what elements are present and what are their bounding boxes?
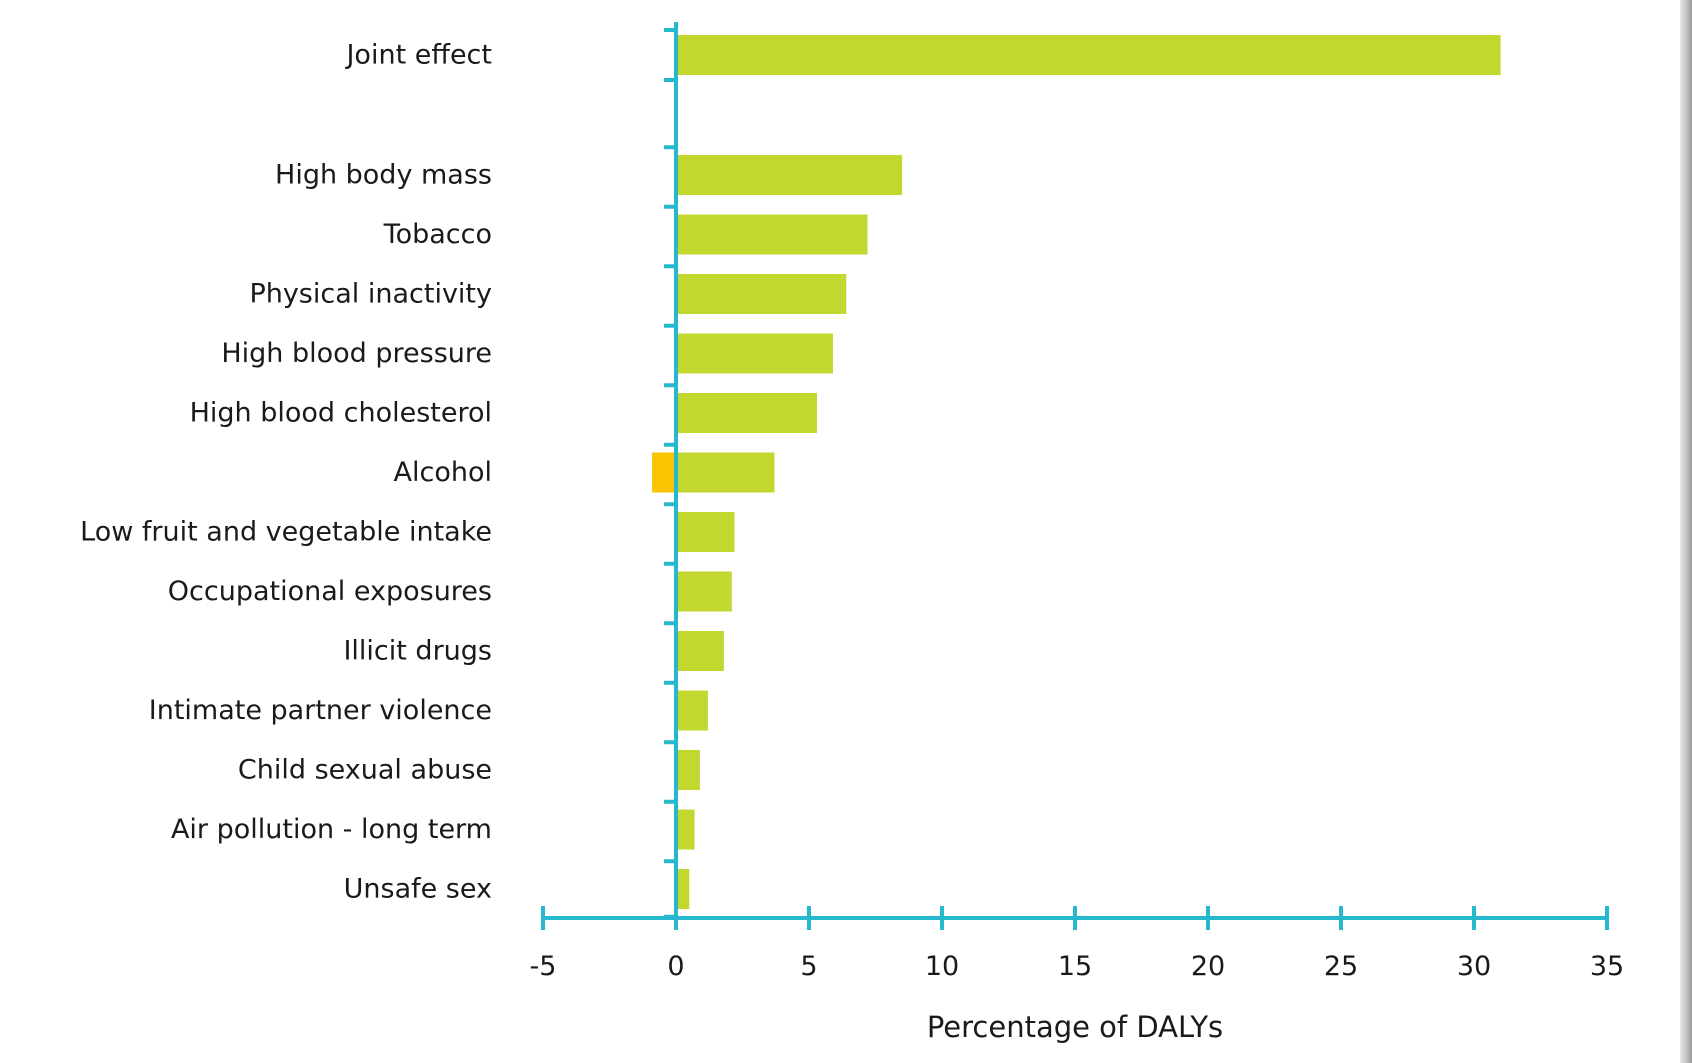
negative-bars-group (652, 452, 674, 493)
bar-9 (676, 631, 724, 671)
bar-4 (676, 333, 833, 374)
category-label-10: Intimate partner violence (149, 695, 492, 726)
bar-5 (676, 393, 817, 433)
category-label-2: Tobacco (383, 219, 492, 250)
category-label-1: High body mass (275, 160, 492, 191)
category-label-11: Child sexual abuse (238, 755, 492, 786)
bar-2 (676, 214, 868, 255)
bar-6 (676, 452, 775, 493)
x-tick-label-7: 30 (1457, 951, 1491, 982)
category-label-8: Occupational exposures (168, 576, 492, 607)
x-tick-label-6: 25 (1324, 951, 1358, 982)
bar-0 (676, 35, 1501, 75)
x-tick-label-8: 35 (1590, 951, 1624, 982)
bar-7 (676, 512, 735, 552)
page-edge-shadow (1680, 0, 1692, 1063)
x-tick-label-0: -5 (530, 951, 557, 982)
x-tick-label-4: 15 (1058, 951, 1092, 982)
category-label-6: Alcohol (394, 457, 492, 488)
y-ticks-group (664, 28, 676, 919)
category-label-3: Physical inactivity (249, 279, 492, 310)
x-tick-label-3: 10 (925, 951, 959, 982)
bar-1 (676, 155, 903, 195)
x-tick-label-5: 20 (1191, 951, 1225, 982)
category-label-9: Illicit drugs (343, 636, 492, 667)
bars-group (676, 35, 1501, 909)
category-label-7: Low fruit and vegetable intake (80, 517, 492, 548)
negative-bar-6 (652, 452, 674, 493)
bar-11 (676, 750, 700, 790)
category-labels-group: Joint effect High body mass Tobacco Physica… (80, 40, 492, 905)
bar-10 (676, 690, 708, 731)
bar-13 (676, 869, 690, 909)
category-label-5: High blood cholesterol (190, 398, 492, 429)
x-axis-title: Percentage of DALYs (927, 1010, 1223, 1044)
x-ticks-group (541, 906, 1609, 930)
category-label-13: Unsafe sex (344, 874, 492, 905)
bar-8 (676, 571, 732, 612)
x-tick-label-2: 5 (800, 951, 817, 982)
category-label-0: Joint effect (344, 40, 492, 71)
x-tick-label-1: 0 (667, 951, 684, 982)
bar-3 (676, 274, 847, 314)
bar-12 (676, 809, 695, 850)
category-label-4: High blood pressure (221, 338, 492, 369)
category-label-12: Air pollution - long term (171, 814, 492, 845)
x-tick-labels-group: -5 0 5 10 15 20 25 30 35 (530, 951, 1625, 982)
